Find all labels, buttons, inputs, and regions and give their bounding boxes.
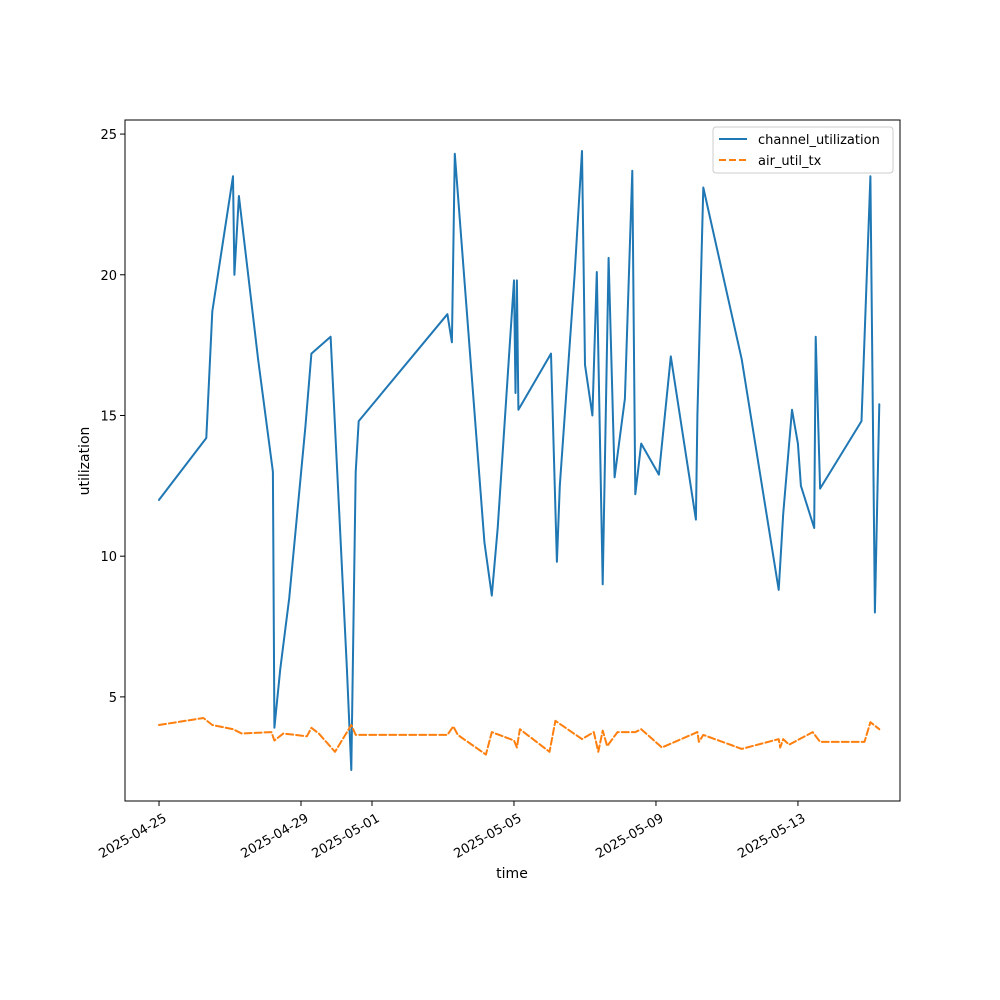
y-tick-label: 15 bbox=[100, 409, 117, 424]
legend-box bbox=[712, 126, 894, 174]
y-tick-label: 10 bbox=[100, 550, 117, 565]
y-axis: 5 10 15 20 25 bbox=[100, 128, 125, 706]
y-tick-label: 25 bbox=[100, 128, 117, 143]
series-layer bbox=[158, 150, 881, 771]
series-line-channel-utilization bbox=[158, 150, 881, 771]
y-tick-label: 20 bbox=[100, 269, 117, 284]
y-axis-label: utilization bbox=[77, 427, 93, 496]
plot-frame bbox=[124, 119, 901, 802]
legend: channel_utilization air_util_tx bbox=[712, 126, 894, 174]
x-axis-label: time bbox=[496, 866, 528, 882]
y-tick-label: 5 bbox=[109, 691, 117, 706]
legend-label-channel-utilization: channel_utilization bbox=[758, 133, 880, 148]
legend-label-air-util-tx: air_util_tx bbox=[758, 154, 822, 169]
